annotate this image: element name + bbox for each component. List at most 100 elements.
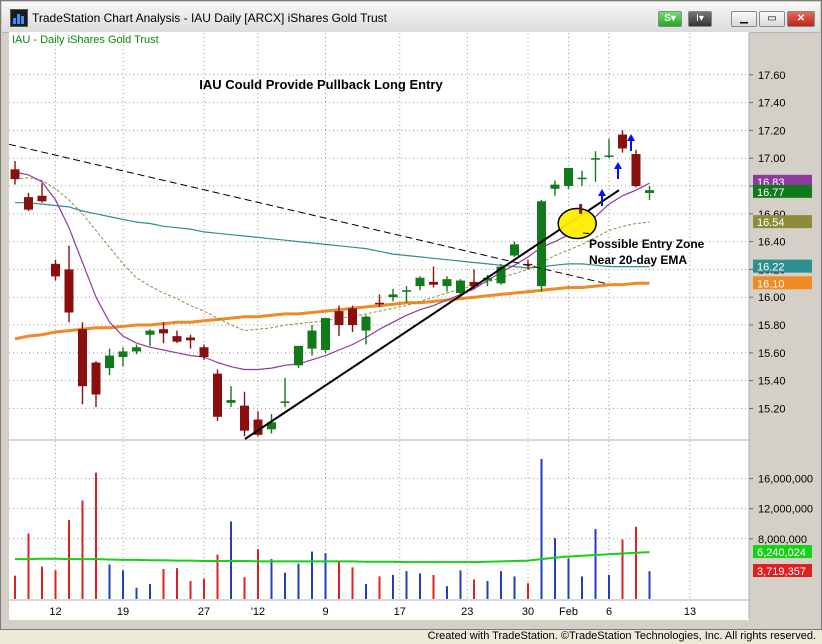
candle-body [510,244,519,256]
candle[interactable] [10,160,20,185]
candle[interactable] [537,199,546,292]
symbol-link-button[interactable]: S▾ [658,11,682,27]
candle[interactable] [159,322,168,344]
volume-tick-label: 16,000,000 [758,474,813,486]
volume-tick-label: 8,000,000 [758,534,807,546]
entry-zone-pointer [582,232,590,235]
candle[interactable] [24,192,33,212]
candle[interactable] [186,334,195,349]
candle[interactable] [550,180,560,196]
candle[interactable] [402,286,411,303]
minimize-icon: ▁ [740,13,748,24]
price-value-label-box [753,215,812,229]
candle[interactable] [442,276,452,292]
time-tick-label: 19 [117,606,129,618]
candle[interactable] [253,411,263,437]
candle[interactable] [375,294,384,307]
price-tick-label: 15.80 [758,320,786,332]
candle[interactable] [429,266,438,288]
candle[interactable] [523,259,533,270]
volume-value-label: 6,240,024 [753,545,812,559]
candle[interactable] [51,259,60,281]
candle-body [361,316,371,331]
candle[interactable] [37,183,47,203]
title-bar[interactable]: TradeStation Chart Analysis - IAU Daily … [2,2,820,33]
candle-body [415,277,425,287]
candle[interactable] [645,186,654,200]
price-volume-chart[interactable]: 17.6017.4017.2017.0016.8016.6016.4016.20… [1,1,821,631]
candle[interactable] [361,315,371,345]
candle-body [442,279,452,287]
window-title: TradeStation Chart Analysis - IAU Daily … [32,11,388,25]
candle[interactable] [132,344,141,355]
projected-up-arrow-3-head [627,134,635,141]
candle[interactable] [78,322,87,405]
more-options-button[interactable]: I▾ [688,11,712,27]
candle-body [402,290,411,292]
candle-body [348,308,357,326]
candle[interactable] [564,167,573,189]
candle[interactable] [105,348,114,376]
volume-bars [14,459,651,599]
copyright-footer: Created with TradeStation. ©TradeStation… [427,630,816,642]
price-tick-label: 17.20 [758,125,786,137]
candle[interactable] [199,344,209,360]
candle-body [240,405,249,431]
candle-body [429,281,438,285]
symbol-link-label: S [664,13,671,24]
candle-body [213,373,222,417]
volume-value-label-text: 6,240,024 [757,547,806,559]
candle[interactable] [118,347,128,367]
candle[interactable] [415,276,425,291]
candle[interactable] [91,361,101,408]
volume-value-label-text: 3,719,357 [757,566,806,578]
candle[interactable] [348,305,357,332]
tradestation-app-icon [10,9,28,27]
candle-body [523,263,533,266]
price-value-label-text: 16.10 [757,278,785,290]
candle-body [550,184,560,189]
value-labels: 16.8316.7716.5416.2216.106,240,0243,719,… [753,174,812,578]
candle-body [631,154,641,187]
candle[interactable] [604,138,614,159]
maximize-button[interactable]: ▭ [759,11,785,27]
time-tick-label: 9 [322,606,328,618]
time-tick-label: 27 [198,606,210,618]
candle[interactable] [307,325,317,356]
price-tick-label: 15.40 [758,376,786,388]
candle-body [456,280,465,294]
annotation-near-ema: Near 20-day EMA [589,253,687,267]
candle[interactable] [631,149,641,188]
volume-value-label-box [753,545,812,559]
candle[interactable] [591,151,600,182]
entry-zone-circle [557,207,597,240]
candle[interactable] [577,170,587,187]
candle[interactable] [267,413,276,434]
candle[interactable] [213,369,222,421]
candle-body [483,277,492,281]
candle[interactable] [334,305,344,337]
candle[interactable] [172,330,182,344]
ema-200-line [14,281,650,341]
candle[interactable] [496,263,506,285]
candle[interactable] [145,329,155,346]
volume-value-label-box [753,564,812,578]
price-tick-label: 15.20 [758,403,786,415]
candle[interactable] [510,241,519,257]
candle[interactable] [388,288,398,302]
candle[interactable] [226,386,236,408]
candle[interactable] [280,377,290,408]
candle[interactable] [64,245,74,323]
price-value-label-box [753,259,812,273]
candle[interactable] [618,130,627,153]
candle[interactable] [240,391,249,437]
time-axis: 12 19 27 '12 9 17 23 30 Feb 6 13 [49,606,696,618]
candle-body [375,302,384,305]
ema-mid-line [14,177,650,332]
more-options-label: I [696,13,699,24]
minimize-button[interactable]: ▁ [731,11,757,27]
candle[interactable] [456,279,465,298]
candle[interactable] [321,318,330,353]
close-button[interactable]: ✕ [787,11,815,27]
candle[interactable] [294,345,303,369]
